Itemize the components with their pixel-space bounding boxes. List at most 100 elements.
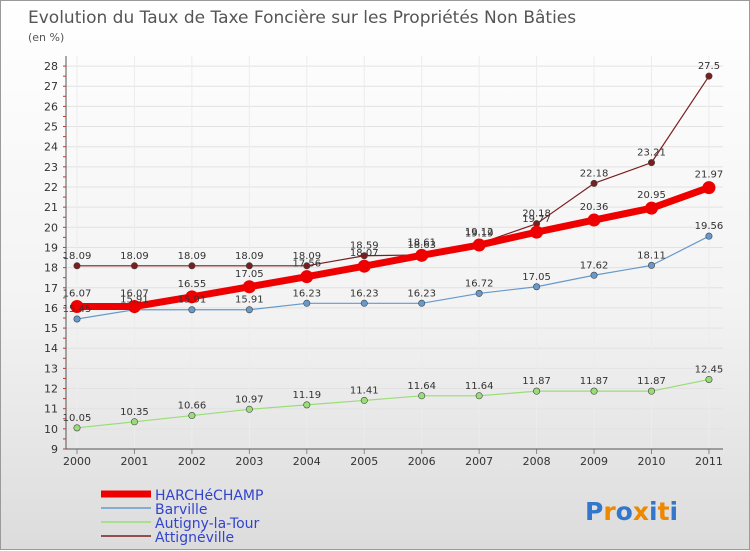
legend: HARCHéCHAMPBarvilleAutigny-la-TourAttign… [101,488,263,546]
data-label: 15.91 [235,295,264,306]
data-label: 18.61 [407,237,436,248]
y-tick-label: 26 [44,100,58,113]
data-label: 16.07 [63,289,92,300]
logo-text: Proxiti [585,497,678,526]
data-label: 19.19 [465,229,494,240]
data-point [418,392,426,400]
x-tick-label: 2007 [465,455,493,468]
y-tick-label: 9 [51,443,58,456]
data-point [533,283,541,291]
data-point [130,262,138,270]
y-tick-label: 23 [44,161,58,174]
data-label: 17.62 [580,260,609,271]
x-tick-label: 2005 [350,455,378,468]
data-point [472,238,486,252]
data-point [645,201,658,215]
data-labels: 18.09 18.09 18.09 18.09 18.09 18.59 18.63 19.19… [63,61,724,424]
data-point [590,179,598,187]
data-point [300,270,314,284]
data-point [73,315,81,323]
data-point [590,271,598,279]
data-label: 16.55 [178,279,207,290]
x-tick-label: 2002 [178,455,206,468]
y-tick-label: 27 [44,80,58,93]
data-label: 19.56 [695,221,724,232]
data-point [245,262,253,270]
data-label: 17.05 [235,269,264,280]
data-label: 27.5 [698,61,720,72]
logo-letter: t [658,497,670,526]
data-label: 20.95 [637,190,666,201]
data-point [475,392,483,400]
data-label: 10.66 [178,401,207,412]
logo-letter: r [603,497,616,526]
logo-letter: i [670,497,679,526]
y-tick-label: 22 [44,181,58,194]
data-point [242,280,256,294]
data-label: 18.59 [350,241,379,252]
data-point [702,181,716,195]
data-label: 17.05 [522,272,551,283]
data-point [73,262,81,270]
x-tick-label: 2010 [638,455,666,468]
data-label: 22.18 [580,168,609,179]
data-label: 11.87 [580,376,609,387]
data-point [188,262,196,270]
data-label: 15.91 [120,295,149,306]
data-label: 21.97 [695,170,724,181]
data-point [127,300,141,314]
logo-letter: P [585,497,603,526]
legend-label: HARCHéCHAMP [155,488,263,504]
data-label: 16.23 [292,288,321,299]
legend-label: Barville [155,502,208,518]
y-tick-label: 24 [44,141,58,154]
data-label: 18.09 [292,251,321,262]
y-tick-label: 21 [44,201,58,214]
data-label: 18.09 [235,251,264,262]
data-label: 12.45 [695,364,724,375]
x-tick-label: 2004 [293,455,321,468]
data-point [245,405,253,413]
data-label: 18.09 [63,251,92,262]
x-tick-label: 2003 [235,455,263,468]
legend-label: Autigny-la-Tour [155,516,260,532]
data-point [245,306,253,314]
y-tick-label: 11 [44,403,58,416]
data-point [130,418,138,426]
series-line-barville [76,235,710,320]
series-area [70,72,716,432]
data-label: 18.11 [637,250,666,261]
logo-letter: x [633,497,649,526]
data-point [73,424,81,432]
data-point [303,401,311,409]
data-point [475,289,483,297]
data-label: 15.91 [178,295,207,306]
data-label: 23.21 [637,148,666,159]
y-tick-label: 15 [44,322,58,335]
data-point [70,300,84,314]
data-label: 11.19 [292,390,321,401]
data-label: 18.07 [350,248,379,259]
data-point [188,412,196,420]
x-tick-label: 2006 [408,455,436,468]
y-tick-label: 19 [44,241,58,254]
data-label: 16.07 [120,289,149,300]
proxiti-logo: Proxiti [585,497,678,526]
data-label: 16.72 [465,278,494,289]
x-tick-label: 2009 [580,455,608,468]
legend-label: Attignéville [155,530,234,546]
y-tick-label: 13 [44,362,58,375]
data-label: 16.23 [350,288,379,299]
data-label: 16.23 [407,288,436,299]
data-point [705,232,713,240]
y-tick-label: 12 [44,383,58,396]
data-point [533,387,541,395]
x-tick-label: 2001 [120,455,148,468]
chart-title: Evolution du Taux de Taxe Foncière sur l… [28,8,576,28]
data-label: 18.63 [407,240,436,251]
data-point [185,290,199,304]
y-tick-label: 17 [44,282,58,295]
data-point [303,299,311,307]
data-label: 19.77 [522,214,551,225]
